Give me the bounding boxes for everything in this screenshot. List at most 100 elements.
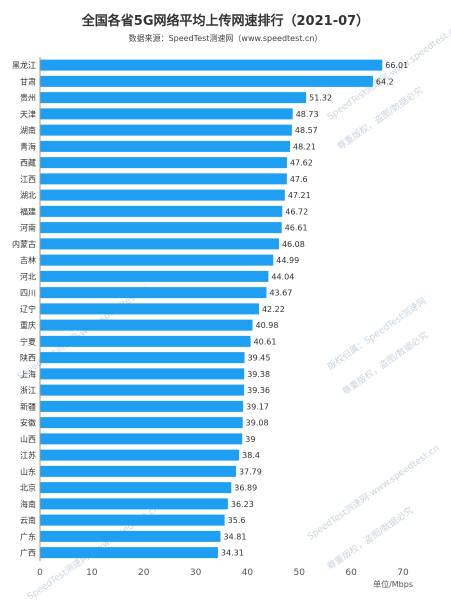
- bar: [40, 352, 245, 364]
- watermark-text: 版权归属：SpeedTest测速网: [325, 295, 428, 372]
- bar: [40, 303, 259, 315]
- category-label: 辽宁: [20, 304, 36, 314]
- x-tick-label: 0: [37, 568, 43, 578]
- x-tick-label: 20: [138, 568, 150, 578]
- value-label: 35.6: [228, 516, 246, 525]
- bar: [40, 449, 240, 461]
- category-label: 北京: [20, 483, 36, 493]
- bar: [40, 368, 245, 380]
- bar: [40, 417, 243, 429]
- category-label: 湖南: [20, 125, 36, 135]
- category-label: 黑龙江: [12, 60, 36, 70]
- value-label: 37.79: [239, 467, 262, 476]
- value-label: 39.36: [247, 386, 270, 395]
- bar: [40, 287, 267, 299]
- value-label: 48.21: [293, 142, 316, 151]
- x-axis: 0 10 20 30 40 50 60 70: [37, 568, 409, 578]
- x-tick-label: 50: [294, 568, 306, 578]
- category-label: 内蒙古: [12, 239, 36, 249]
- x-tick-label: 30: [190, 568, 202, 578]
- value-label: 44.04: [271, 272, 294, 281]
- value-label: 42.22: [262, 305, 285, 314]
- value-label: 46.61: [285, 224, 308, 233]
- value-label: 48.73: [296, 110, 319, 119]
- value-label: 34.81: [224, 532, 247, 541]
- category-label: 青海: [20, 141, 36, 151]
- bar: [40, 108, 293, 120]
- value-label: 38.4: [242, 451, 260, 460]
- chart-subtitle: 数据来源：SpeedTest测速网（www.speedtest.cn）: [128, 34, 323, 43]
- category-label: 云南: [20, 515, 36, 525]
- value-label: 34.31: [221, 549, 244, 558]
- value-label: 39.38: [247, 370, 270, 379]
- category-label: 上海: [20, 369, 36, 379]
- bar: [40, 140, 291, 152]
- bar: [40, 319, 253, 331]
- bar: [40, 547, 218, 559]
- category-label: 广东: [20, 531, 36, 541]
- value-label: 51.32: [309, 94, 332, 103]
- bar: [40, 124, 292, 136]
- value-label: 43.67: [269, 289, 292, 298]
- category-label: 吉林: [20, 255, 36, 265]
- value-label: 40.98: [256, 321, 279, 330]
- bar: [40, 75, 373, 87]
- bar: [40, 189, 285, 201]
- value-label: 64.2: [376, 77, 394, 86]
- category-label: 安徽: [20, 418, 36, 428]
- x-tick-label: 70: [397, 568, 409, 578]
- bar-series: 黑龙江 66.01 甘肃 64.2 贵州 51.32 天津 48.73 湖南 48.57 青海 48.…: [12, 59, 408, 559]
- watermark-text: 尊重版权，盗图/数据必究: [335, 84, 425, 152]
- category-label: 贵州: [20, 93, 36, 103]
- category-label: 西藏: [20, 158, 36, 168]
- value-label: 47.62: [290, 159, 313, 168]
- value-label: 39: [245, 435, 255, 444]
- category-label: 山西: [20, 434, 36, 444]
- bar: [40, 400, 244, 412]
- bar: [40, 222, 282, 234]
- bar: [40, 205, 283, 217]
- category-label: 陕西: [20, 353, 36, 363]
- watermark-text: SpeedTest测速网-www.speedtest.cn: [305, 443, 441, 543]
- category-label: 天津: [20, 109, 36, 119]
- chart-title: 全国各省5G网络平均上传网速排行（2021-07）: [81, 14, 370, 29]
- value-label: 39.45: [248, 354, 271, 363]
- bar: [40, 59, 383, 71]
- bar: [40, 514, 225, 526]
- category-label: 福建: [20, 206, 36, 216]
- category-label: 湖北: [20, 191, 36, 200]
- value-label: 36.23: [231, 500, 254, 509]
- value-label: 40.61: [254, 337, 277, 346]
- bar: [40, 270, 269, 282]
- category-label: 江西: [20, 175, 36, 184]
- category-label: 浙江: [20, 385, 36, 395]
- value-label: 36.89: [234, 484, 257, 493]
- watermark-text: 尊重版权，盗图/数据必究: [340, 329, 430, 397]
- x-tick-label: 60: [345, 568, 357, 578]
- x-tick-label: 40: [242, 568, 254, 578]
- bar: [40, 498, 228, 510]
- value-label: 46.72: [285, 207, 308, 216]
- category-label: 甘肃: [20, 76, 36, 86]
- bar: [40, 254, 274, 266]
- bar: [40, 92, 307, 104]
- value-label: 39.17: [246, 402, 269, 411]
- bar: [40, 335, 251, 347]
- category-label: 江苏: [20, 450, 36, 460]
- category-label: 河南: [20, 223, 36, 233]
- bar: [40, 482, 232, 494]
- category-label: 宁夏: [20, 336, 36, 346]
- category-label: 重庆: [20, 320, 36, 330]
- bar: [40, 384, 245, 396]
- bar: [40, 530, 221, 542]
- category-label: 海南: [20, 499, 36, 509]
- value-label: 47.21: [288, 191, 311, 200]
- x-tick-label: 10: [86, 568, 98, 578]
- value-label: 39.08: [246, 419, 269, 428]
- bar: [40, 238, 279, 250]
- bar: [40, 433, 243, 445]
- category-label: 新疆: [20, 401, 36, 411]
- bar: [40, 465, 236, 477]
- category-label: 四川: [20, 289, 36, 298]
